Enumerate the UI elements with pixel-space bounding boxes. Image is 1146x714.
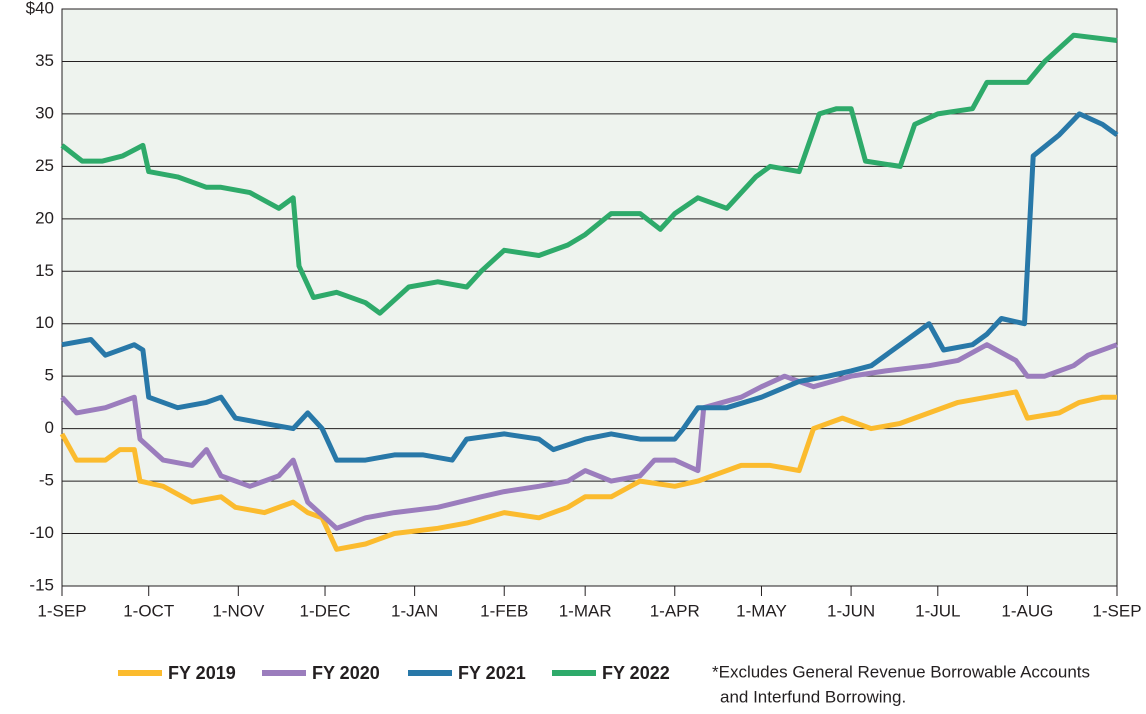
x-tick-label: 1-DEC <box>300 601 351 620</box>
series-line <box>61 111 1119 463</box>
x-tick-label: 1-APR <box>650 601 700 620</box>
y-tick-label: -5 <box>39 471 54 490</box>
series-line <box>59 389 1117 552</box>
x-tick-label: 1-JUN <box>827 601 875 620</box>
legend-label: FY 2022 <box>602 663 670 683</box>
y-tick-label: 30 <box>35 103 54 122</box>
series-line <box>60 342 1118 531</box>
x-tick-label: 1-SEP <box>1092 601 1141 620</box>
x-tick-label: 1-JAN <box>391 601 438 620</box>
y-tick-label: 15 <box>35 261 54 280</box>
plot-area <box>61 8 1118 587</box>
y-tick-label: 25 <box>35 156 54 175</box>
footnote: *Excludes General Revenue Borrowable Acc… <box>712 662 1090 681</box>
x-tick-label: 1-MAY <box>736 601 787 620</box>
y-tick-label: 20 <box>35 208 54 227</box>
footnote: and Interfund Borrowing. <box>720 687 906 706</box>
legend-label: FY 2021 <box>458 663 526 683</box>
x-tick-label: 1-SEP <box>37 601 86 620</box>
y-tick-label: 35 <box>35 51 54 70</box>
x-tick-label: 1-MAR <box>559 601 612 620</box>
y-tick-label: 0 <box>45 418 54 437</box>
legend-label: FY 2020 <box>312 663 380 683</box>
legend-label: FY 2019 <box>168 663 236 683</box>
y-tick-label: -10 <box>29 523 54 542</box>
x-tick-label: 1-OCT <box>123 601 174 620</box>
axes: -15 -10 -5 0 5 10 15 20 25 30 35 $40 1-SEP 1-OCT 1-NOV… <box>26 0 1142 620</box>
y-tick-label: $40 <box>26 0 54 17</box>
y-tick-label: 10 <box>35 313 54 332</box>
y-tick-label: -15 <box>29 575 54 594</box>
x-tick-label: 1-FEB <box>480 601 528 620</box>
x-tick-label: 1-AUG <box>1001 601 1053 620</box>
y-tick-label: 5 <box>45 366 54 385</box>
legend: FY 2019 FY 2020 FY 2021 FY 2022 <box>118 663 670 683</box>
x-tick-label: 1-JUL <box>915 601 960 620</box>
series-line <box>60 32 1118 316</box>
lines <box>59 32 1119 552</box>
x-tick-label: 1-NOV <box>212 601 265 620</box>
